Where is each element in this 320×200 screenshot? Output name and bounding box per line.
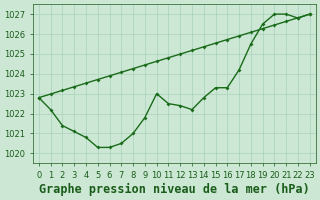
X-axis label: Graphe pression niveau de la mer (hPa): Graphe pression niveau de la mer (hPa)	[39, 183, 310, 196]
